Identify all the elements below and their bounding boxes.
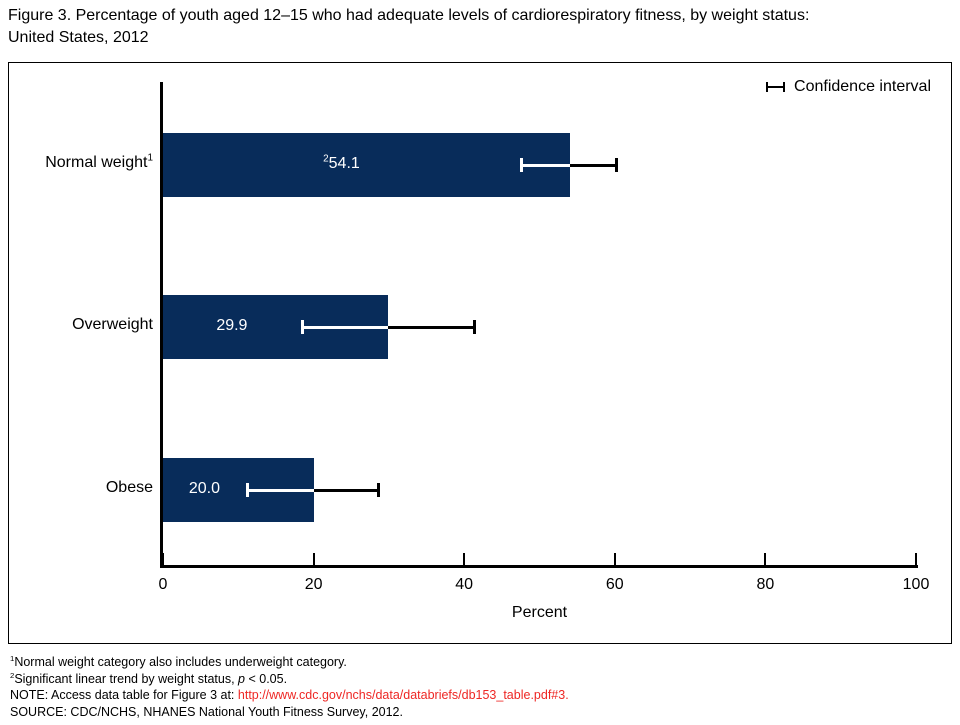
footnote-2-text: Significant linear trend by weight statu… (14, 671, 239, 686)
ci-line-inner-overweight (300, 325, 389, 329)
superscript-marker: 1 (147, 152, 153, 164)
x-tick-label-0: 0 (158, 576, 168, 593)
superscript-marker: 2 (323, 153, 329, 165)
footnotes: 1Normal weight category also includes un… (10, 654, 569, 720)
bar-value-label-overweight: 29.9 (216, 317, 248, 334)
ci-icon-right-cap (783, 82, 786, 92)
ci-cap-right-overweight (473, 320, 477, 334)
ci-icon-left-cap (766, 82, 769, 92)
figure-title: Figure 3. Percentage of youth aged 12–15… (8, 5, 809, 49)
legend: Confidence interval (766, 78, 931, 96)
ci-cap-left-obese (245, 483, 249, 497)
ci-icon-line (768, 86, 784, 88)
footnote-1-text: Normal weight category also includes und… (14, 655, 347, 669)
footnote-2-text-after: < 0.05. (245, 671, 288, 686)
footnote-2: 2Significant linear trend by weight stat… (10, 671, 569, 688)
category-label-obese: Obese (105, 479, 153, 496)
x-tick-40 (463, 553, 466, 565)
x-tick-label-20: 20 (304, 576, 323, 593)
ci-line-outer-normal-weight (570, 163, 618, 167)
x-axis (160, 565, 918, 568)
bar-normal-weight (163, 133, 571, 197)
note-prefix: NOTE: Access data table for Figure 3 at: (10, 688, 238, 702)
x-tick-80 (764, 553, 767, 565)
x-tick-0 (162, 553, 164, 565)
bar-value-label-normal-weight: 254.1 (323, 153, 360, 172)
figure-title-line2: United States, 2012 (8, 29, 149, 46)
footnote-1: 1Normal weight category also includes un… (10, 654, 569, 671)
x-tick-60 (613, 553, 616, 565)
figure-title-line1: Figure 3. Percentage of youth aged 12–15… (8, 7, 810, 24)
y-axis (160, 82, 163, 568)
x-axis-title: Percent (511, 604, 568, 621)
category-label-overweight: Overweight (72, 316, 153, 333)
chart-frame: 0 20 40 60 80 100 Percent Normal weight1 254.1 Ov… (8, 62, 952, 644)
ci-line-outer-obese (313, 488, 380, 492)
category-label-normal-weight: Normal weight1 (45, 152, 153, 171)
data-table-link[interactable]: http://www.cdc.gov/nchs/data/databriefs/… (237, 688, 569, 702)
ci-cap-left-overweight (300, 320, 304, 334)
ci-line-inner-obese (245, 488, 314, 492)
ci-cap-right-obese (376, 483, 380, 497)
footnote-1-marker: 1 (10, 653, 15, 663)
confidence-interval-icon (766, 82, 786, 92)
ci-cap-right-normal-weight (614, 158, 618, 172)
footnote-2-p: p (238, 671, 245, 686)
x-tick-label-60: 60 (605, 576, 624, 593)
bar-value-label-obese: 20.0 (188, 480, 220, 497)
x-tick-label-80: 80 (756, 576, 775, 593)
footnote-2-marker: 2 (10, 670, 15, 680)
x-tick-100 (915, 553, 917, 565)
x-tick-label-100: 100 (902, 576, 930, 593)
ci-line-outer-overweight (388, 325, 477, 329)
x-tick-label-40: 40 (455, 576, 474, 593)
footnote-note: NOTE: Access data table for Figure 3 at:… (10, 687, 569, 704)
footnote-source: SOURCE: CDC/NCHS, NHANES National Youth … (10, 704, 403, 719)
ci-line-inner-normal-weight (519, 163, 571, 167)
plot-area: 0 20 40 60 80 100 Percent Normal weight1 254.1 Ov… (9, 63, 951, 643)
ci-cap-left-normal-weight (519, 158, 523, 172)
legend-label: Confidence interval (794, 78, 931, 95)
x-tick-20 (312, 553, 315, 565)
